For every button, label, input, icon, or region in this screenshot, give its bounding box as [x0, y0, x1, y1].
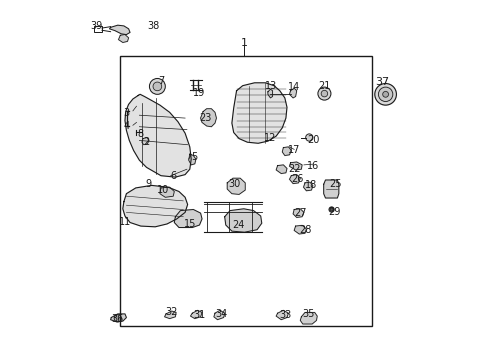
Circle shape: [382, 91, 387, 97]
Bar: [120, 56, 371, 326]
Text: 3: 3: [123, 108, 129, 118]
Text: 37: 37: [374, 77, 388, 87]
Circle shape: [321, 90, 327, 97]
Text: 31: 31: [193, 310, 205, 320]
Text: 29: 29: [327, 207, 340, 217]
Polygon shape: [118, 35, 128, 42]
Text: 13: 13: [265, 81, 277, 91]
Circle shape: [317, 87, 330, 100]
Text: 22: 22: [287, 164, 300, 174]
Text: 15: 15: [183, 219, 196, 229]
Text: 4: 4: [123, 121, 129, 131]
Polygon shape: [160, 187, 174, 197]
Text: 19: 19: [193, 88, 205, 98]
Circle shape: [378, 87, 392, 102]
Text: 9: 9: [144, 179, 151, 189]
Polygon shape: [289, 175, 300, 184]
Text: 2: 2: [143, 137, 149, 147]
Text: 27: 27: [293, 208, 306, 218]
Polygon shape: [164, 311, 176, 319]
Text: 10: 10: [157, 185, 169, 195]
Polygon shape: [109, 25, 130, 35]
Polygon shape: [224, 209, 261, 232]
Polygon shape: [188, 154, 196, 165]
Polygon shape: [300, 312, 317, 324]
Text: 8: 8: [137, 129, 143, 139]
Polygon shape: [276, 165, 286, 174]
Text: 26: 26: [291, 174, 304, 184]
Polygon shape: [190, 310, 202, 319]
Text: 11: 11: [119, 217, 131, 228]
Polygon shape: [323, 180, 338, 198]
Text: 12: 12: [264, 132, 276, 143]
Text: 14: 14: [287, 82, 300, 92]
Polygon shape: [174, 210, 202, 228]
Text: 35: 35: [302, 309, 314, 319]
Circle shape: [149, 78, 165, 94]
Text: 5: 5: [191, 152, 197, 162]
Text: 25: 25: [328, 179, 341, 189]
Text: 7: 7: [158, 76, 164, 86]
Circle shape: [328, 207, 333, 212]
Bar: [94, 26, 102, 32]
Polygon shape: [292, 209, 303, 217]
Polygon shape: [267, 89, 272, 98]
Text: 38: 38: [147, 21, 160, 31]
Circle shape: [114, 315, 121, 322]
Polygon shape: [227, 178, 244, 194]
Polygon shape: [200, 109, 216, 127]
Text: 32: 32: [165, 307, 178, 318]
Text: 33: 33: [279, 310, 291, 320]
Polygon shape: [282, 147, 291, 156]
Polygon shape: [142, 138, 149, 145]
Polygon shape: [231, 83, 286, 143]
Text: 17: 17: [287, 145, 300, 156]
Polygon shape: [294, 225, 306, 234]
Polygon shape: [289, 162, 302, 170]
Text: 34: 34: [215, 309, 227, 319]
Polygon shape: [303, 182, 312, 191]
Text: 39: 39: [90, 21, 102, 31]
Polygon shape: [125, 94, 191, 177]
Polygon shape: [213, 310, 224, 320]
Polygon shape: [276, 310, 288, 320]
Polygon shape: [110, 314, 126, 322]
Text: 16: 16: [306, 161, 318, 171]
Text: 6: 6: [170, 171, 176, 181]
Text: 1: 1: [241, 38, 247, 48]
Text: 28: 28: [298, 225, 310, 235]
Circle shape: [305, 134, 312, 141]
Circle shape: [329, 208, 332, 211]
Text: 21: 21: [318, 81, 330, 91]
Text: 30: 30: [228, 179, 240, 189]
Circle shape: [153, 82, 162, 91]
Circle shape: [374, 84, 396, 105]
Text: 36: 36: [111, 314, 123, 324]
Text: 24: 24: [231, 220, 244, 230]
Polygon shape: [122, 185, 187, 227]
Text: 23: 23: [199, 113, 211, 123]
Text: 20: 20: [307, 135, 319, 145]
Text: 18: 18: [305, 180, 317, 190]
Polygon shape: [289, 88, 296, 98]
